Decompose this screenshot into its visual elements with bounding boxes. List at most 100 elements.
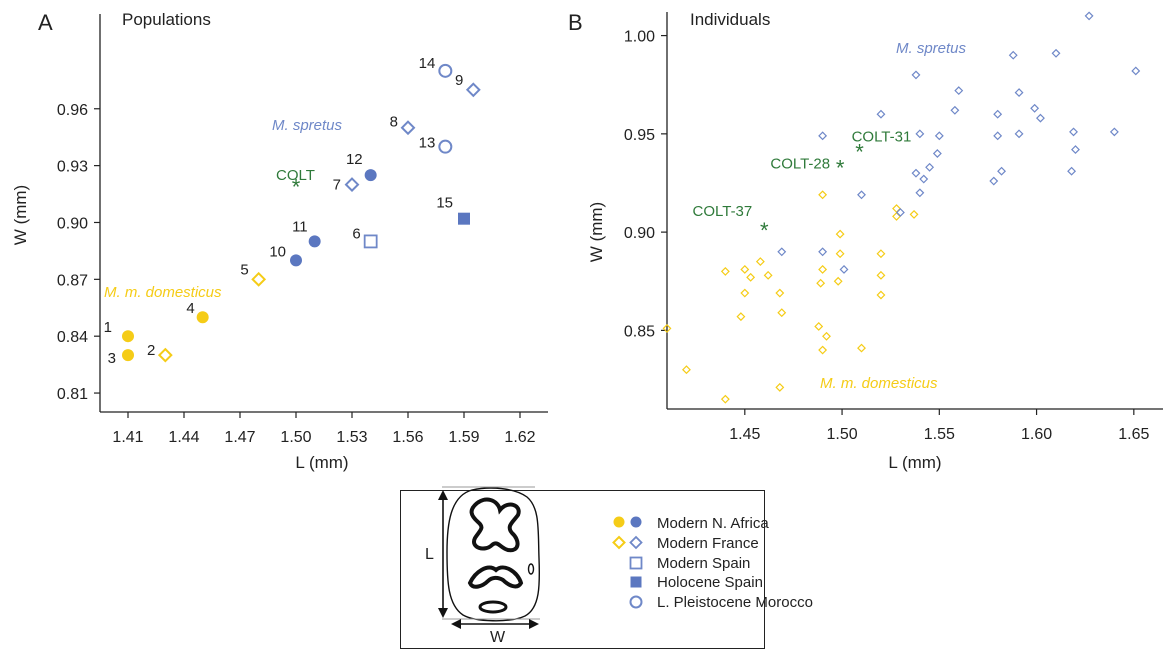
data-point <box>911 70 921 80</box>
data-point <box>1067 166 1077 176</box>
x-tick-label: 1.56 <box>392 429 423 446</box>
data-point <box>122 330 134 343</box>
data-point <box>895 208 905 217</box>
y-tick-label: 0.81 <box>57 386 88 403</box>
panel-b-x-ticks: 1.45 1.50 1.55 1.60 1.65 <box>729 409 1149 443</box>
data-point <box>344 177 360 192</box>
data-point <box>458 212 470 225</box>
data-point <box>954 86 964 96</box>
data-point <box>835 229 845 239</box>
data-point <box>915 188 925 198</box>
data-point <box>775 288 785 298</box>
data-point <box>1008 50 1018 60</box>
data-point <box>438 63 453 78</box>
data-point <box>909 209 919 219</box>
legend-filled-square-icon <box>630 576 642 588</box>
panel-a-colt-label: COLT <box>276 167 315 184</box>
data-point <box>746 272 756 282</box>
legend-item-label: Modern France <box>657 535 759 552</box>
colt-asterisk: * <box>836 155 845 180</box>
data-point <box>777 247 787 257</box>
data-point <box>1014 129 1024 139</box>
legend-spretus-open-diamond-icon <box>629 535 643 550</box>
point-number-label: 5 <box>240 261 248 278</box>
data-point <box>682 365 691 375</box>
data-point <box>876 290 886 300</box>
colt-specimen-label: COLT-37 <box>693 203 753 220</box>
point-number-label: 2 <box>147 342 155 359</box>
data-point <box>814 322 824 331</box>
x-tick-label: 1.60 <box>1021 426 1052 443</box>
point-number-label: 15 <box>436 195 453 212</box>
data-point <box>364 169 377 182</box>
data-point <box>876 249 886 259</box>
data-point <box>915 129 925 139</box>
x-tick-label: 1.47 <box>224 429 255 446</box>
data-point <box>876 270 886 280</box>
data-point <box>720 394 730 404</box>
data-point <box>251 271 267 287</box>
data-point <box>196 311 209 324</box>
point-number-label: 4 <box>186 300 194 317</box>
panel-a-letter: A <box>38 10 53 35</box>
data-point <box>777 308 787 318</box>
data-point <box>740 265 750 274</box>
data-point <box>919 174 929 184</box>
panel-a: A Populations 1.41 1.44 1.47 1.50 1.53 1.56 1.… <box>11 10 548 472</box>
data-point <box>997 166 1007 176</box>
panel-b-y-axis-label: W (mm) <box>587 202 606 262</box>
data-point: * <box>292 174 301 199</box>
data-point <box>925 162 935 172</box>
data-point <box>736 312 746 322</box>
point-number-label: 7 <box>333 177 341 194</box>
panel-a-title: Populations <box>122 10 211 29</box>
data-point <box>775 382 785 392</box>
data-point <box>818 131 828 141</box>
y-tick-label: 0.96 <box>57 102 88 119</box>
colt-specimen-label: COLT-31 <box>852 129 912 146</box>
x-tick-label: 1.62 <box>504 429 535 446</box>
panel-b-y-ticks: 0.85 0.90 0.95 1.00 <box>624 29 667 340</box>
y-tick-label: 1.00 <box>624 29 655 46</box>
panel-b-x-axis-label: L (mm) <box>888 453 941 472</box>
data-point <box>157 347 173 363</box>
x-tick-label: 1.50 <box>280 429 311 446</box>
legend-item-label: L. Pleistocene Morocco <box>657 594 813 611</box>
point-number-label: 3 <box>108 350 116 367</box>
legend-box <box>400 490 765 649</box>
data-point <box>857 190 866 200</box>
panel-b-title: Individuals <box>690 10 770 29</box>
data-point <box>1071 145 1080 155</box>
panel-b-letter: B <box>568 10 583 35</box>
data-point <box>662 323 672 333</box>
legend-spretus-filled-circle-icon <box>630 516 642 528</box>
data-point <box>755 257 765 267</box>
data-point <box>911 168 921 178</box>
data-point <box>818 345 828 355</box>
point-number-label: 10 <box>269 243 286 260</box>
data-point <box>835 249 845 259</box>
data-point <box>290 254 302 267</box>
panel-a-domesticus-label: M. m. domesticus <box>104 284 222 301</box>
legend-domesticus-open-diamond-icon <box>612 535 626 550</box>
legend-item-label: Holocene Spain <box>657 574 763 591</box>
legend-item-label: Modern N. Africa <box>657 515 769 532</box>
y-tick-label: 0.90 <box>57 215 88 232</box>
point-number-label: 6 <box>352 225 360 242</box>
x-tick-label: 1.53 <box>336 429 367 446</box>
data-point <box>932 149 942 158</box>
data-point <box>989 176 999 186</box>
data-point <box>839 265 849 274</box>
colt-specimen-label: COLT-28 <box>770 155 830 172</box>
data-point <box>1069 127 1078 137</box>
data-point <box>1036 113 1045 123</box>
data-point <box>438 139 453 154</box>
data-point <box>950 105 960 115</box>
data-point <box>763 270 773 280</box>
legend: L W Modern N. Africa Modern France Moder… <box>400 486 813 649</box>
data-point <box>740 288 750 298</box>
legend-open-square-icon <box>629 556 643 570</box>
point-number-label: 8 <box>390 114 398 131</box>
data-point <box>993 109 1003 119</box>
tooth-length-label: L <box>425 546 434 563</box>
